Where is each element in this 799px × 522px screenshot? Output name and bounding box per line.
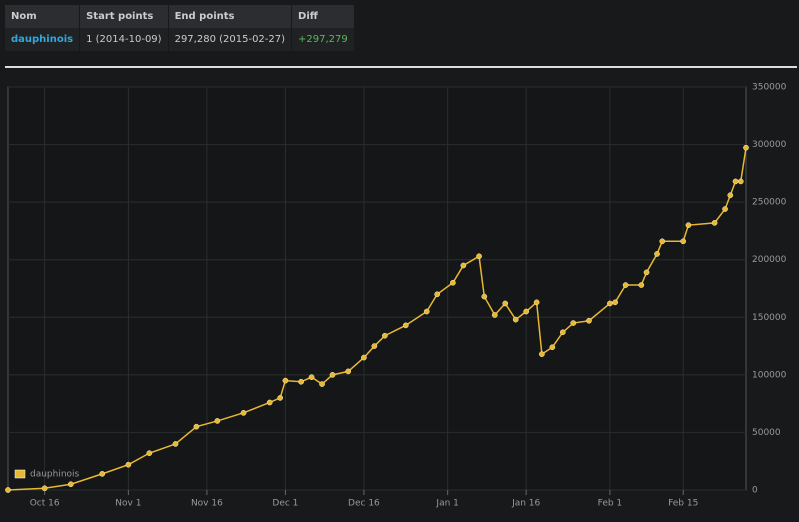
y-tick-label: 300000: [752, 140, 787, 150]
y-tick-label: 250000: [752, 198, 787, 208]
point: [559, 329, 566, 336]
point: [727, 192, 734, 199]
point: [570, 320, 577, 326]
point: [214, 418, 221, 424]
point: [549, 344, 556, 351]
point: [266, 399, 273, 406]
point: [481, 293, 488, 300]
point: [193, 423, 200, 430]
point: [711, 220, 718, 226]
point: [638, 282, 645, 288]
x-tick-label: Oct 16: [30, 499, 60, 509]
point: [5, 487, 11, 493]
point: [450, 279, 456, 286]
point: [586, 317, 592, 324]
point: [329, 372, 336, 378]
point: [423, 308, 430, 315]
point: [743, 144, 749, 151]
point: [460, 262, 467, 269]
point: [732, 178, 739, 185]
point: [659, 238, 666, 245]
point: [41, 485, 48, 492]
point: [99, 471, 106, 477]
point: [491, 312, 498, 318]
x-tick-label: Jan 16: [511, 499, 540, 509]
point: [680, 238, 687, 245]
point: [476, 253, 482, 260]
point: [523, 308, 530, 315]
point: [685, 222, 692, 229]
point: [737, 178, 744, 185]
cell: 297,280 (2015-02-27): [168, 28, 293, 51]
point: [172, 441, 179, 447]
x-tick-label: Nov 16: [191, 499, 223, 509]
x-tick-label: Dec 1: [272, 499, 298, 509]
point: [402, 322, 409, 329]
point: [240, 410, 247, 416]
x-tick-label: Feb 15: [668, 499, 698, 509]
x-tick-label: Feb 1: [598, 499, 623, 509]
point: [654, 251, 660, 257]
cell: +297,279: [291, 28, 355, 51]
plot-frame: [7, 86, 747, 491]
point: [612, 299, 618, 306]
header-cell: Start points: [79, 5, 169, 28]
x-tick-label: Jan 1: [435, 499, 458, 509]
y-tick-label: 350000: [752, 83, 787, 93]
point: [298, 378, 304, 385]
y-tick-label: 200000: [752, 255, 787, 265]
y-tick-label: 50000: [752, 428, 781, 438]
point: [434, 291, 441, 298]
point: [308, 374, 315, 381]
point: [622, 282, 629, 288]
point: [539, 351, 545, 357]
point: [512, 316, 519, 323]
point: [282, 377, 289, 384]
header-cell: Nom: [5, 5, 81, 28]
header-row: Nom Start points End points Diff: [5, 5, 355, 28]
point: [67, 481, 74, 488]
summary-table: Nom Start points End points Diff dauphin…: [5, 5, 355, 51]
y-tick-label: 0: [752, 486, 758, 496]
point: [319, 381, 325, 387]
x-tick-label: Nov 1: [115, 499, 141, 509]
point: [125, 461, 132, 468]
header-cell: Diff: [291, 5, 355, 28]
point: [371, 343, 378, 349]
point: [345, 368, 352, 375]
point: [382, 332, 388, 339]
point: [277, 395, 284, 401]
point: [533, 299, 540, 306]
divider: [5, 66, 797, 68]
y-tick-label: 100000: [752, 370, 787, 380]
point: [146, 450, 153, 457]
point: [502, 300, 509, 307]
point: [722, 206, 728, 212]
point: [361, 354, 367, 361]
point: [643, 269, 650, 276]
header-cell: End points: [168, 5, 293, 28]
player-name[interactable]: dauphinois: [5, 28, 81, 51]
y-tick-label: 150000: [752, 313, 787, 323]
data-row: dauphinois 1 (2014-10-09) 297,280 (2015-…: [5, 28, 355, 51]
cell: 1 (2014-10-09): [79, 28, 169, 51]
legend-swatch: [14, 469, 26, 479]
point: [607, 300, 613, 307]
x-tick-label: Dec 16: [348, 499, 380, 509]
legend-label: dauphinois: [30, 470, 80, 480]
